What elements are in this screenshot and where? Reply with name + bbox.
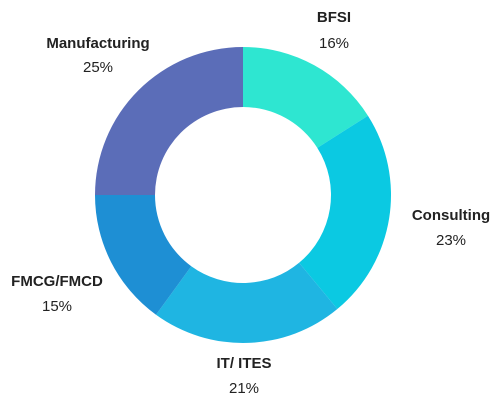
slice-label-consulting-name: Consulting [412,207,490,224]
slice-label-bfsi-value: 16% [319,35,349,52]
slice-label-it-ites-name: IT/ ITES [216,355,271,372]
slice-label-manufacturing-name: Manufacturing [46,35,149,52]
slice-manufacturing [95,47,243,195]
slice-label-manufacturing-value: 25% [83,59,113,76]
slice-label-fmcg-value: 15% [42,298,72,315]
slice-label-consulting-value: 23% [436,232,466,249]
slice-bfsi [243,47,368,148]
slice-labels: BFSI 16% Consulting 23% IT/ ITES 21% FMC… [11,9,490,397]
slice-it-ites [156,262,338,343]
slice-label-fmcg-name: FMCG/FMCD [11,273,103,290]
slice-consulting [299,115,391,310]
slice-label-bfsi-name: BFSI [317,9,351,26]
donut-slices [95,47,391,343]
slice-label-it-ites-value: 21% [229,380,259,397]
slice-fmcg-fmcd [95,195,192,315]
